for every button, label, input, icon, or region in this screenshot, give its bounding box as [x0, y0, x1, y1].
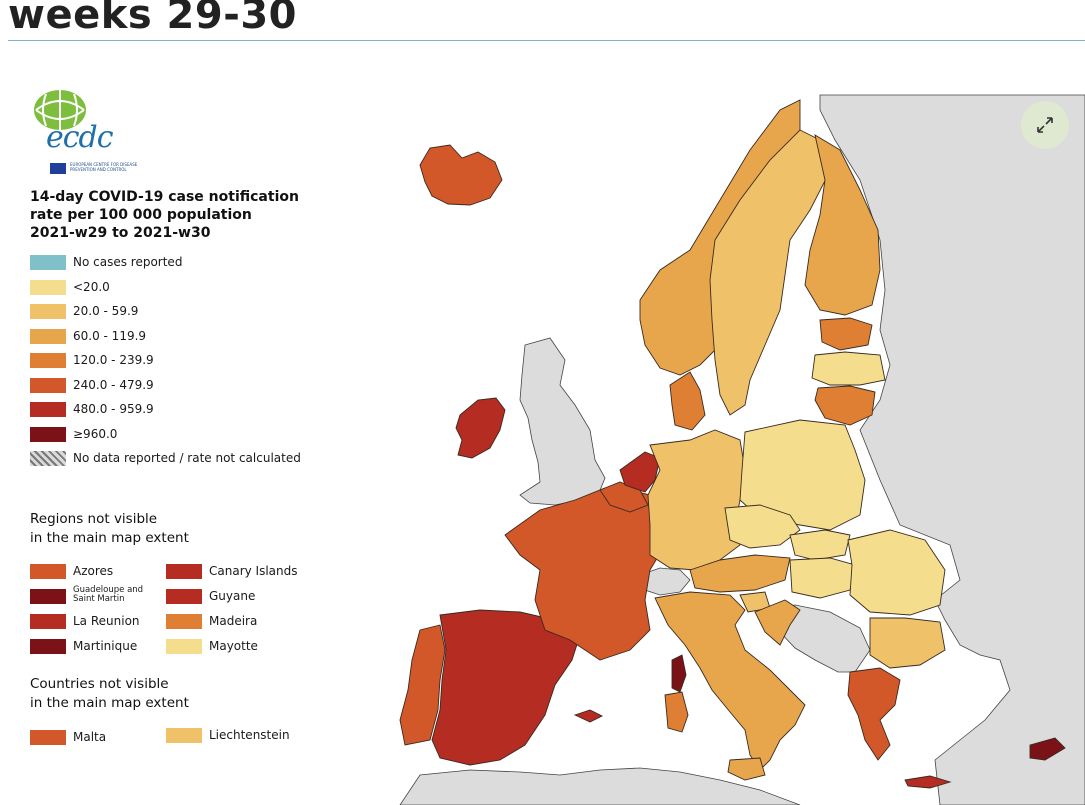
- region-legend-label: La Reunion: [73, 614, 140, 628]
- legend-swatch: [30, 328, 66, 344]
- regions-not-visible-title: Regions not visible in the main map exte…: [30, 511, 189, 546]
- region-legend-swatch: [30, 589, 66, 604]
- legend-swatch: [30, 255, 66, 270]
- ecdc-globe-icon: [34, 90, 86, 130]
- region-greece: [847, 667, 901, 761]
- legend-label: 60.0 - 119.9: [73, 328, 147, 343]
- eu-flag-icon: [50, 163, 66, 174]
- heading-divider: [8, 40, 1085, 41]
- region-sardinia: [664, 691, 689, 733]
- region-croatia: [754, 599, 801, 646]
- region-slovakia: [789, 529, 851, 561]
- page-title: weeks 29-30: [8, 0, 297, 38]
- region-legend-swatch: [166, 639, 202, 654]
- legend-label: 20.0 - 59.9: [73, 304, 139, 318]
- legend-label: No data reported / rate not calculated: [73, 451, 301, 465]
- country-legend-swatch: [166, 728, 202, 743]
- region-denmark: [669, 371, 706, 431]
- region-legend-swatch: [30, 564, 66, 579]
- region-legend-label: Guyane: [209, 589, 256, 603]
- legend-label: No cases reported: [73, 255, 183, 269]
- legend-title: 14-day COVID-19 case notification rate p…: [30, 189, 299, 241]
- region-poland: [739, 419, 866, 531]
- region-balearic: [573, 709, 604, 723]
- region-legend-swatch: [166, 589, 202, 604]
- region-legend-label: Canary Islands: [209, 564, 298, 578]
- region-legend-swatch: [166, 614, 202, 629]
- region-estonia: [819, 317, 873, 351]
- legend-label: ≥960.0: [73, 426, 118, 441]
- legend-swatch: [30, 377, 66, 393]
- region-legend-label: Mayotte: [209, 639, 258, 653]
- region-czechia: [724, 504, 801, 549]
- region-legend-label: Martinique: [73, 639, 138, 653]
- region-italy: [654, 591, 806, 771]
- legend-label: 120.0 - 239.9: [73, 353, 154, 367]
- region-finland: [804, 134, 881, 316]
- region-legend-label: Madeira: [209, 614, 258, 628]
- legend-swatch: [30, 426, 66, 442]
- countries-not-visible-title: Countries not visible in the main map ex…: [30, 676, 189, 711]
- region-ireland: [455, 397, 506, 459]
- legend-swatch: [30, 304, 66, 319]
- legend-swatch: [30, 279, 66, 295]
- region-lithuania: [814, 385, 876, 426]
- legend-label: 240.0 - 479.9: [73, 377, 154, 392]
- region-sweden: [709, 129, 829, 416]
- country-legend-swatch: [30, 730, 66, 745]
- legend-label: <20.0: [73, 279, 110, 294]
- region-portugal: [399, 624, 446, 746]
- region-crete: [904, 775, 952, 789]
- region-sicily: [727, 757, 766, 781]
- region-legend-label: Guadeloupe and Saint Martin: [73, 585, 144, 604]
- region-latvia: [811, 351, 886, 386]
- region-bulgaria: [869, 617, 946, 669]
- legend-swatch: [30, 451, 66, 466]
- country-legend-label: Malta: [73, 730, 107, 744]
- region-hungary: [789, 557, 856, 599]
- region-legend-label: Azores: [73, 564, 114, 578]
- region-austria: [689, 554, 791, 593]
- region-legend-swatch: [166, 564, 202, 579]
- region-cyprus: [1029, 737, 1066, 761]
- expand-arrows-icon: [1037, 117, 1053, 133]
- ecdc-logo-text: ecdc: [46, 120, 114, 155]
- country-legend-label: Liechtenstein: [209, 728, 290, 742]
- region-legend-swatch: [30, 614, 66, 629]
- region-germany: [647, 429, 746, 571]
- country-regions: [399, 99, 1066, 789]
- region-belgium: [599, 481, 649, 513]
- region-romania: [847, 529, 946, 616]
- region-legend-swatch: [30, 639, 66, 654]
- ecdc-logo-subtitle: EUROPEAN CENTRE FOR DISEASE PREVENTION A…: [70, 162, 138, 172]
- region-iceland: [419, 144, 503, 206]
- legend-swatch: [30, 402, 66, 417]
- region-corsica: [671, 654, 687, 693]
- legend-swatch: [30, 353, 66, 368]
- expand-map-button[interactable]: [1021, 101, 1069, 149]
- legend-label: 480.0 - 959.9: [73, 402, 154, 416]
